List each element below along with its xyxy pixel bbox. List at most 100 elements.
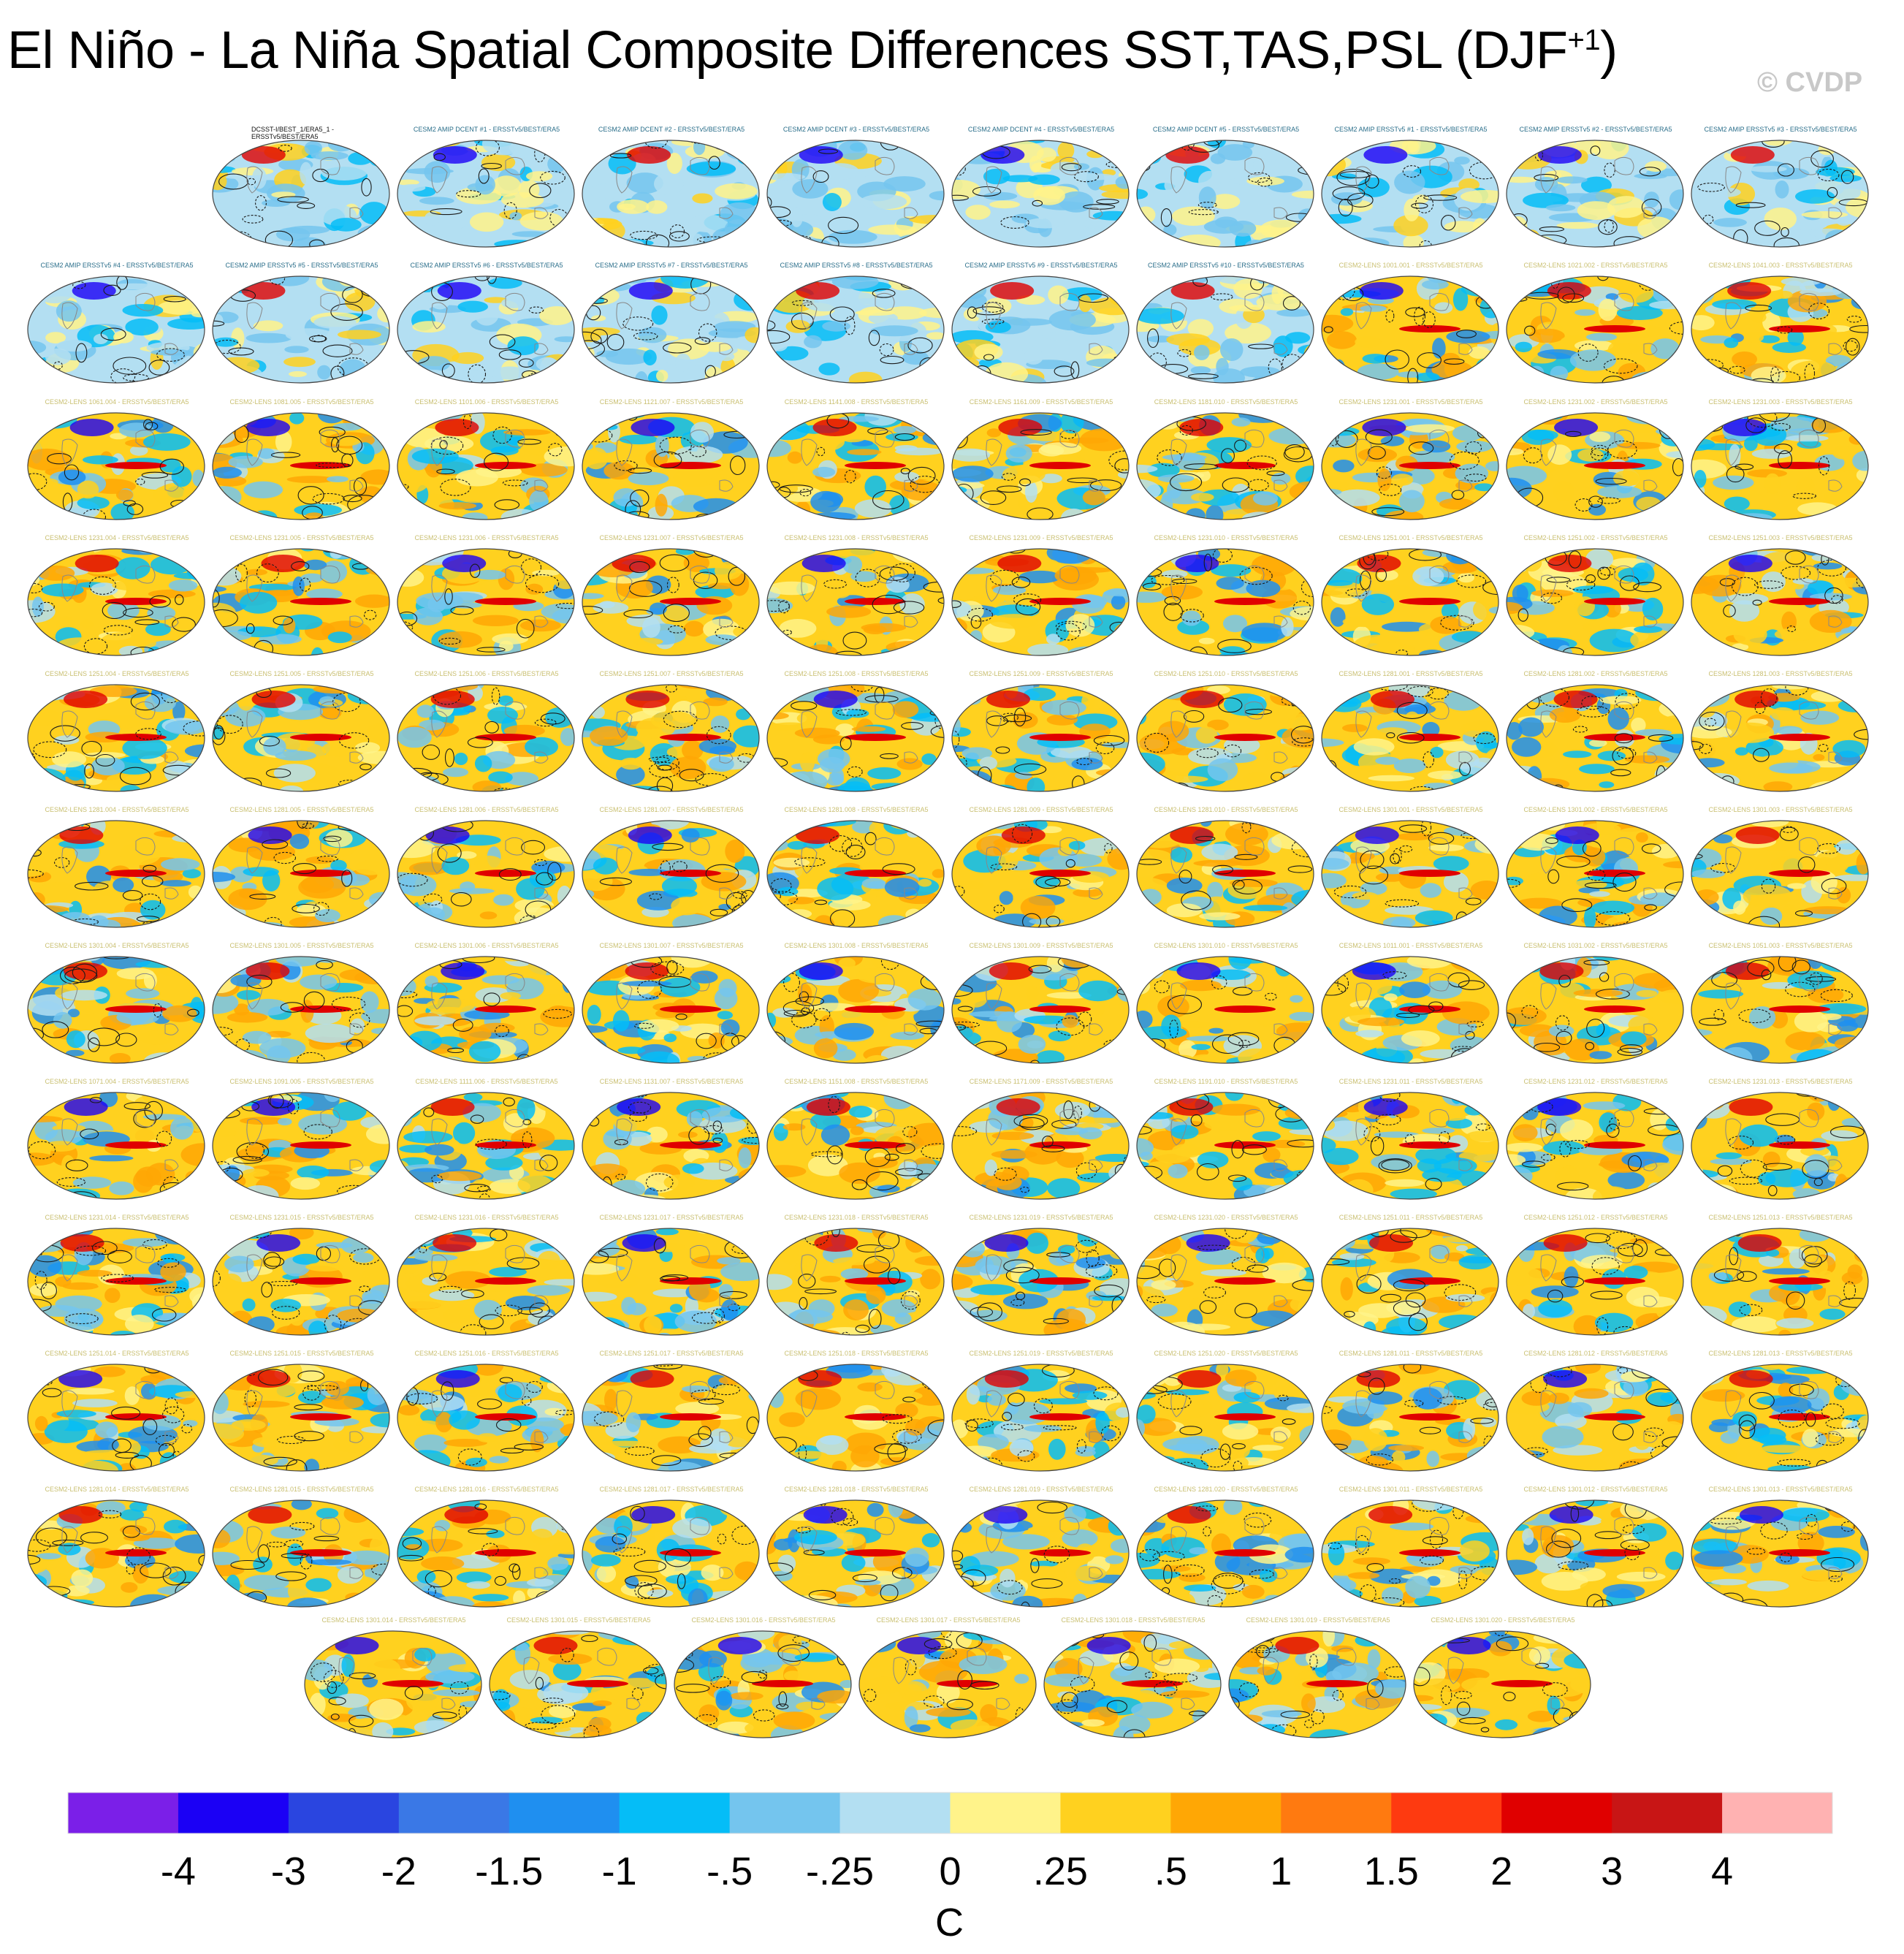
map-panel: CESM2-LENS 1251.010 - ERSSTv5/BEST/ERA5 [1135, 670, 1317, 798]
map-outline [27, 1364, 205, 1472]
colorbar-swatch [1501, 1793, 1612, 1833]
map-panel: CESM2-LENS 1251.007 - ERSSTv5/BEST/ERA5 [581, 670, 762, 798]
map-outline [1321, 1499, 1499, 1608]
map-outline [1321, 1092, 1499, 1200]
map-outline [1506, 820, 1684, 928]
map-panel: CESM2-LENS 1231.020 - ERSSTv5/BEST/ERA5 [1135, 1214, 1317, 1342]
map-panel: CESM2-LENS 1251.020 - ERSSTv5/BEST/ERA5 [1135, 1350, 1317, 1478]
map-outline [397, 1364, 575, 1472]
map-panel: CESM2 AMIP DCENT #2 - ERSSTv5/BEST/ERA5 [581, 126, 762, 254]
robinson-map [1321, 1364, 1499, 1472]
robinson-map [397, 684, 575, 792]
map-panel: CESM2 AMIP DCENT #5 - ERSSTv5/BEST/ERA5 [1135, 126, 1317, 254]
robinson-map [397, 275, 575, 384]
panel-title: CESM2 AMIP ERSSTv5 #6 - ERSSTv5/BEST/ERA… [410, 262, 563, 269]
panel-title: CESM2-LENS 1251.001 - ERSSTv5/BEST/ERA5 [1338, 534, 1483, 541]
panel-title: CESM2-LENS 1281.012 - ERSSTv5/BEST/ERA5 [1523, 1350, 1668, 1357]
map-outline [766, 412, 945, 520]
robinson-map [1321, 820, 1499, 928]
map-panel: CESM2-LENS 1101.006 - ERSSTv5/BEST/ERA5 [396, 398, 577, 526]
map-panel: CESM2-LENS 1251.003 - ERSSTv5/BEST/ERA5 [1690, 534, 1871, 662]
robinson-map [1136, 684, 1314, 792]
robinson-map [397, 1364, 575, 1472]
panel-title: CESM2 AMIP DCENT #4 - ERSSTv5/BEST/ERA5 [967, 126, 1115, 133]
map-panel: CESM2 AMIP DCENT #3 - ERSSTv5/BEST/ERA5 [766, 126, 947, 254]
robinson-map [27, 956, 205, 1064]
panel-title: CESM2-LENS 1301.018 - ERSSTv5/BEST/ERA5 [1061, 1616, 1206, 1624]
robinson-map [212, 1228, 390, 1336]
title-main: El Niño - La Niña Spatial Composite Diff… [7, 21, 1568, 80]
map-outline [951, 1364, 1130, 1472]
robinson-map [1321, 1092, 1499, 1200]
map-outline [1321, 140, 1499, 248]
robinson-map [951, 956, 1130, 1064]
colorbar-swatch [178, 1793, 289, 1833]
panel-title: CESM2-LENS 1231.002 - ERSSTv5/BEST/ERA5 [1523, 398, 1668, 406]
robinson-map [766, 820, 945, 928]
panel-title: CESM2-LENS 1301.010 - ERSSTv5/BEST/ERA5 [1154, 942, 1298, 949]
map-outline [1506, 1092, 1684, 1200]
robinson-map [582, 140, 760, 248]
colorbar-tick-label: -4 [160, 1850, 196, 1893]
map-panel: CESM2-LENS 1251.011 - ERSSTv5/BEST/ERA5 [1320, 1214, 1501, 1342]
map-outline [1506, 1499, 1684, 1608]
map-panel: CESM2-LENS 1081.005 - ERSSTv5/BEST/ERA5 [211, 398, 392, 526]
map-panel: CESM2-LENS 1161.009 - ERSSTv5/BEST/ERA5 [951, 398, 1132, 526]
robinson-map [951, 1364, 1130, 1472]
map-panel: CESM2-LENS 1301.018 - ERSSTv5/BEST/ERA5 [1043, 1616, 1224, 1744]
colorbar-swatch [1722, 1793, 1833, 1833]
map-panel: CESM2-LENS 1281.015 - ERSSTv5/BEST/ERA5 [211, 1486, 392, 1613]
panel-title: CESM2-LENS 1071.004 - ERSSTv5/BEST/ERA5 [45, 1078, 189, 1085]
map-outline [951, 820, 1130, 928]
robinson-map [1321, 1228, 1499, 1336]
map-panel: CESM2-LENS 1251.004 - ERSSTv5/BEST/ERA5 [26, 670, 207, 798]
panel-title: CESM2-LENS 1251.010 - ERSSTv5/BEST/ERA5 [1154, 670, 1298, 677]
map-outline [1321, 1364, 1499, 1472]
panel-title: CESM2-LENS 1231.018 - ERSSTv5/BEST/ERA5 [784, 1214, 929, 1221]
panel-title: CESM2-LENS 1281.014 - ERSSTv5/BEST/ERA5 [45, 1486, 189, 1493]
map-panel: CESM2-LENS 1191.010 - ERSSTv5/BEST/ERA5 [1135, 1078, 1317, 1206]
robinson-map [397, 548, 575, 656]
panel-title: CESM2-LENS 1231.016 - ERSSTv5/BEST/ERA5 [414, 1214, 559, 1221]
colorbar-swatch [1281, 1793, 1392, 1833]
map-panel: CESM2-LENS 1171.009 - ERSSTv5/BEST/ERA5 [951, 1078, 1132, 1206]
panel-title: CESM2-LENS 1301.015 - ERSSTv5/BEST/ERA5 [506, 1616, 651, 1624]
map-outline [212, 1364, 390, 1472]
robinson-map [582, 1228, 760, 1336]
map-panel: CESM2-LENS 1231.018 - ERSSTv5/BEST/ERA5 [766, 1214, 947, 1342]
panel-title: CESM2-LENS 1281.004 - ERSSTv5/BEST/ERA5 [45, 806, 189, 813]
robinson-map [766, 412, 945, 520]
map-panel: CESM2-LENS 1251.013 - ERSSTv5/BEST/ERA5 [1690, 1214, 1871, 1342]
map-panel: CESM2-LENS 1251.014 - ERSSTv5/BEST/ERA5 [26, 1350, 207, 1478]
robinson-map [212, 820, 390, 928]
page-title: El Niño - La Niña Spatial Composite Diff… [7, 20, 1618, 80]
panel-title: CESM2-LENS 1231.004 - ERSSTv5/BEST/ERA5 [45, 534, 189, 541]
robinson-map [582, 956, 760, 1064]
map-outline [1228, 1630, 1406, 1738]
map-panel: CESM2-LENS 1251.001 - ERSSTv5/BEST/ERA5 [1320, 534, 1501, 662]
map-outline [951, 412, 1130, 520]
panel-title: CESM2 AMIP ERSSTv5 #1 - ERSSTv5/BEST/ERA… [1334, 126, 1488, 133]
map-outline [27, 1092, 205, 1200]
map-panel: CESM2 AMIP ERSSTv5 #8 - ERSSTv5/BEST/ERA… [766, 262, 947, 389]
map-panel: CESM2-LENS 1151.008 - ERSSTv5/BEST/ERA5 [766, 1078, 947, 1206]
map-panel: CESM2-LENS 1281.005 - ERSSTv5/BEST/ERA5 [211, 806, 392, 934]
robinson-map [766, 1499, 945, 1608]
map-panel: CESM2-LENS 1281.009 - ERSSTv5/BEST/ERA5 [951, 806, 1132, 934]
robinson-map [1506, 1499, 1684, 1608]
map-panel: CESM2 AMIP ERSSTv5 #5 - ERSSTv5/BEST/ERA… [211, 262, 392, 389]
panel-title: CESM2-LENS 1251.011 - ERSSTv5/BEST/ERA5 [1338, 1214, 1483, 1221]
map-panel: CESM2-LENS 1281.007 - ERSSTv5/BEST/ERA5 [581, 806, 762, 934]
map-panel: CESM2-LENS 1231.015 - ERSSTv5/BEST/ERA5 [211, 1214, 392, 1342]
colorbar-tick-label: 0 [939, 1850, 961, 1893]
map-outline [1691, 820, 1869, 928]
map-panel: CESM2-LENS 1231.006 - ERSSTv5/BEST/ERA5 [396, 534, 577, 662]
panel-title: CESM2-LENS 1281.017 - ERSSTv5/BEST/ERA5 [599, 1486, 744, 1493]
map-outline [1136, 412, 1314, 520]
map-outline [674, 1630, 852, 1738]
map-panel: CESM2-LENS 1301.002 - ERSSTv5/BEST/ERA5 [1505, 806, 1686, 934]
panel-title: CESM2 AMIP DCENT #5 - ERSSTv5/BEST/ERA5 [1152, 126, 1300, 133]
colorbar-swatch [619, 1793, 731, 1833]
map-outline [397, 548, 575, 656]
robinson-map [582, 820, 760, 928]
